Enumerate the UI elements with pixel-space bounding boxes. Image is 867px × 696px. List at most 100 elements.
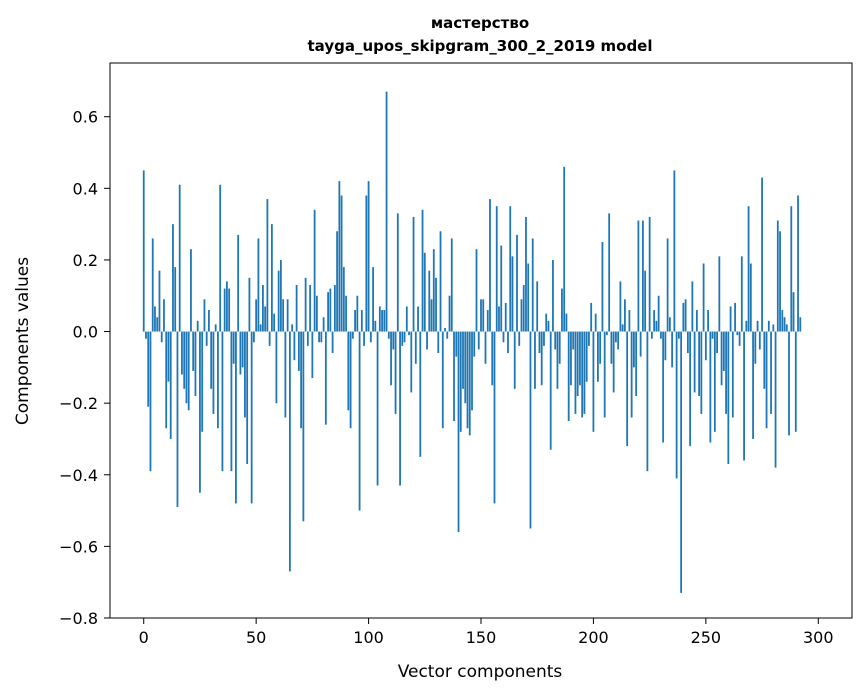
bar: [725, 331, 727, 414]
bar: [300, 331, 303, 429]
bar: [585, 331, 588, 382]
bar: [471, 331, 473, 411]
bar: [367, 181, 370, 332]
bar: [297, 331, 300, 371]
bar: [327, 292, 329, 332]
bar: [543, 331, 545, 346]
bar: [232, 331, 235, 364]
bar: [684, 299, 687, 332]
bar: [338, 181, 341, 332]
bar: [383, 310, 386, 332]
bar: [727, 331, 730, 465]
bar: [284, 331, 287, 418]
bar: [635, 331, 638, 396]
bar: [473, 331, 476, 357]
bar: [556, 331, 559, 389]
bar: [743, 331, 745, 461]
bar: [736, 331, 739, 336]
bar: [720, 331, 723, 386]
bar: [356, 295, 359, 332]
bar: [489, 199, 491, 332]
bar: [664, 331, 667, 361]
bar: [574, 331, 577, 414]
bar: [666, 238, 669, 332]
bar: [592, 331, 595, 432]
bar: [709, 331, 712, 443]
bar: [250, 331, 253, 504]
bar: [196, 320, 199, 332]
bar: [432, 249, 435, 332]
bar: [788, 331, 790, 436]
bar: [673, 170, 676, 332]
bar: [241, 331, 244, 368]
bar: [248, 277, 251, 332]
bar: [450, 238, 453, 332]
chart-title-line-1: мастерство: [431, 14, 529, 32]
bar: [275, 331, 278, 404]
bar: [734, 302, 736, 332]
bar: [633, 331, 635, 368]
bar: [286, 299, 289, 332]
bar: [282, 299, 285, 332]
bar: [565, 313, 568, 332]
bar: [588, 331, 590, 346]
bar: [217, 331, 219, 429]
bar: [520, 299, 523, 332]
bar: [270, 224, 273, 332]
bar: [630, 331, 633, 418]
bar: [608, 213, 611, 332]
bar: [482, 299, 485, 332]
bar: [597, 331, 599, 382]
bar: [606, 331, 608, 336]
bar: [331, 331, 334, 354]
bar: [711, 331, 714, 339]
bar: [716, 331, 718, 354]
bar: [475, 249, 478, 332]
bar: [713, 331, 716, 432]
bar: [324, 331, 327, 425]
y-tick-label: 0.0: [73, 323, 98, 342]
bar: [477, 331, 480, 350]
bar: [462, 331, 464, 389]
bar: [639, 331, 642, 357]
bar: [511, 256, 514, 332]
bar: [502, 331, 505, 343]
bar: [178, 184, 181, 332]
bar: [387, 331, 390, 339]
bar: [185, 331, 188, 404]
bar: [295, 285, 298, 332]
x-tick-label: 300: [803, 628, 834, 647]
bar: [174, 267, 177, 332]
bar: [288, 331, 291, 572]
y-axis-ticks: −0.8 −0.6 −0.4 −0.2 0.0 0.2 0.4 0.6: [59, 108, 110, 628]
bar: [758, 331, 761, 350]
y-tick-label: 0.6: [73, 108, 98, 127]
bar: [457, 331, 460, 533]
bar: [199, 331, 201, 493]
bar: [749, 263, 752, 332]
bar: [437, 331, 440, 354]
y-tick-label: −0.8: [59, 609, 98, 628]
bar: [500, 245, 503, 332]
bar: [441, 331, 444, 429]
bar: [214, 324, 217, 332]
bar: [763, 331, 766, 389]
y-axis-label: Components values: [13, 257, 33, 425]
bar: [340, 195, 343, 332]
bar: [590, 302, 593, 332]
bar: [408, 331, 410, 336]
bar: [561, 288, 563, 332]
bar: [390, 331, 392, 386]
bar: [401, 331, 404, 346]
bar: [599, 331, 602, 364]
bar: [360, 310, 363, 332]
bar: [333, 285, 336, 332]
bar: [392, 331, 395, 350]
bar: [219, 184, 222, 332]
bar: [291, 324, 294, 332]
bar: [237, 234, 240, 332]
bar: [439, 231, 442, 332]
bar: [210, 331, 213, 389]
bar: [646, 331, 649, 472]
